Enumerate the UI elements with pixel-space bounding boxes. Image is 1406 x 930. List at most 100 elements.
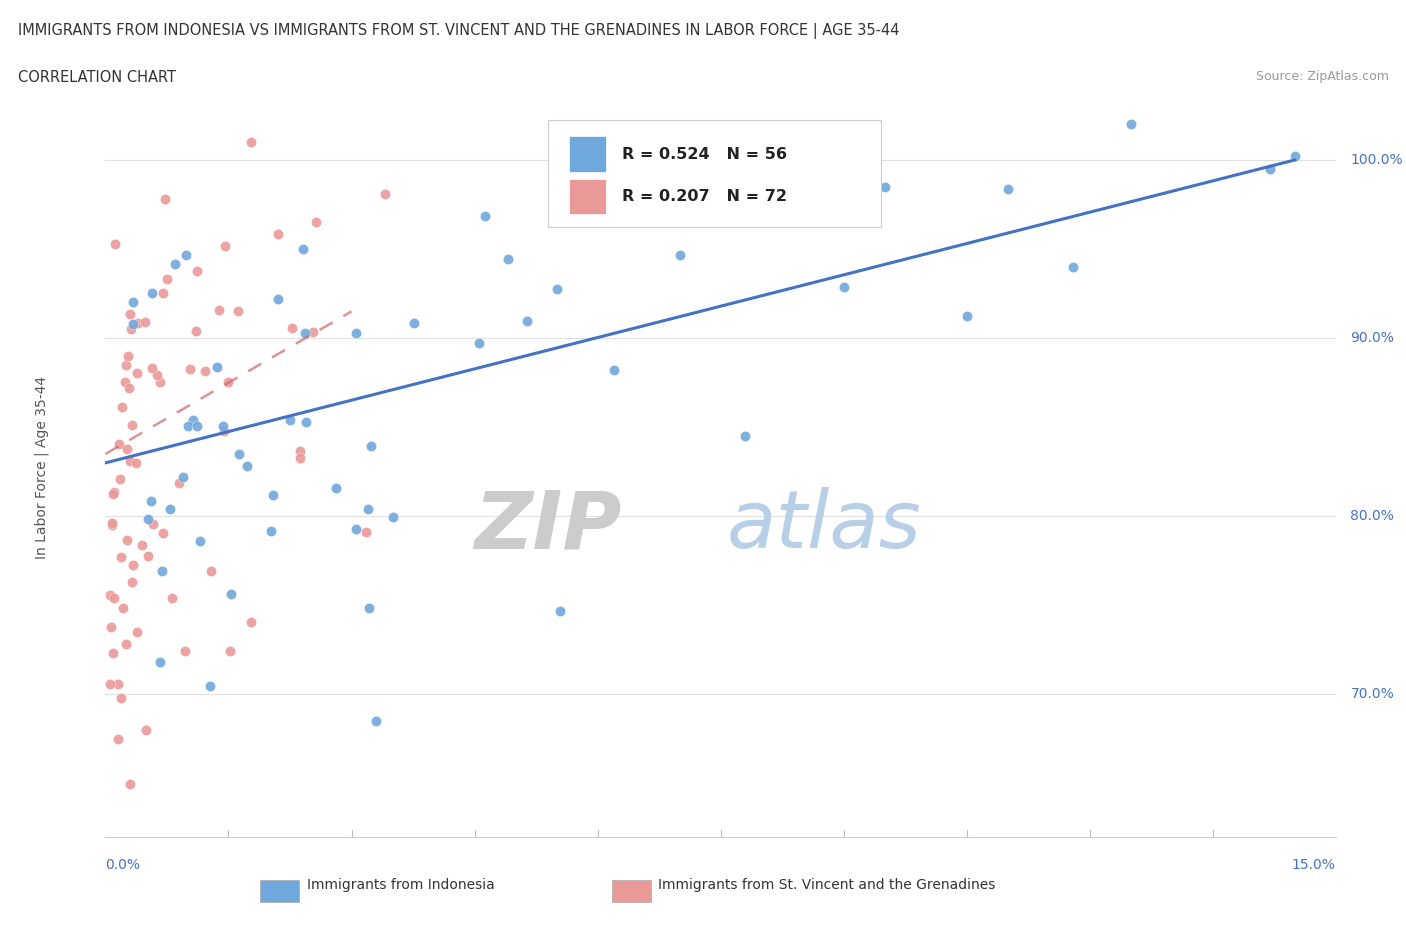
Point xyxy=(516,313,538,328)
Point xyxy=(194,364,217,379)
Point xyxy=(153,192,176,206)
Point xyxy=(305,214,328,229)
Point xyxy=(546,282,568,297)
Text: CORRELATION CHART: CORRELATION CHART xyxy=(18,70,176,85)
Point xyxy=(278,413,301,428)
Point xyxy=(198,678,221,693)
Point xyxy=(101,518,124,533)
Point xyxy=(402,315,425,330)
Point xyxy=(125,365,148,380)
Point xyxy=(121,417,143,432)
Text: 100.0%: 100.0% xyxy=(1350,153,1403,167)
Point xyxy=(374,186,396,201)
Point xyxy=(228,304,250,319)
Point xyxy=(219,644,242,658)
Point xyxy=(141,361,163,376)
Point xyxy=(122,295,145,310)
Point xyxy=(652,126,675,140)
Point xyxy=(997,181,1019,196)
Point xyxy=(131,538,153,552)
Point xyxy=(134,315,156,330)
Point xyxy=(146,368,169,383)
Point xyxy=(228,446,250,461)
Point xyxy=(149,655,172,670)
Point xyxy=(214,238,236,253)
Point xyxy=(120,453,142,468)
Point xyxy=(281,320,304,335)
Point xyxy=(294,326,316,340)
Text: 90.0%: 90.0% xyxy=(1350,331,1395,345)
Point xyxy=(125,625,148,640)
Point xyxy=(186,263,208,278)
Point xyxy=(288,450,311,465)
Point xyxy=(118,306,141,321)
Point xyxy=(110,691,132,706)
Point xyxy=(325,481,347,496)
Text: Immigrants from St. Vincent and the Grenadines: Immigrants from St. Vincent and the Gren… xyxy=(658,878,995,893)
Point xyxy=(121,575,143,590)
Point xyxy=(1284,149,1306,164)
Point xyxy=(302,325,325,339)
Point xyxy=(115,357,138,372)
Point xyxy=(360,438,382,453)
Text: R = 0.207   N = 72: R = 0.207 N = 72 xyxy=(621,189,787,205)
Point xyxy=(260,524,283,538)
Point xyxy=(184,324,207,339)
Point xyxy=(236,458,259,473)
Point xyxy=(101,645,124,660)
Point xyxy=(364,713,387,728)
Point xyxy=(212,418,235,433)
Point xyxy=(160,591,183,605)
Point xyxy=(956,309,979,324)
Point xyxy=(873,179,896,194)
Point xyxy=(176,418,198,433)
Point xyxy=(295,414,318,429)
Point xyxy=(496,251,519,266)
Point xyxy=(150,564,173,578)
Point xyxy=(267,227,290,242)
Point xyxy=(172,470,194,485)
Point xyxy=(117,349,139,364)
Text: 15.0%: 15.0% xyxy=(1292,858,1336,872)
Point xyxy=(792,138,814,153)
Point xyxy=(110,472,132,486)
Point xyxy=(152,526,174,541)
Point xyxy=(104,236,127,251)
Point xyxy=(548,604,571,618)
Point xyxy=(219,587,242,602)
Point xyxy=(108,437,131,452)
Point xyxy=(114,374,136,389)
Point xyxy=(115,442,138,457)
FancyBboxPatch shape xyxy=(548,120,880,227)
Point xyxy=(101,516,124,531)
Point xyxy=(125,455,148,470)
Point xyxy=(381,510,404,525)
Point xyxy=(107,732,129,747)
Point xyxy=(98,676,121,691)
Text: IMMIGRANTS FROM INDONESIA VS IMMIGRANTS FROM ST. VINCENT AND THE GRENADINES IN L: IMMIGRANTS FROM INDONESIA VS IMMIGRANTS … xyxy=(18,23,900,39)
Text: ZIP: ZIP xyxy=(475,487,621,565)
Point xyxy=(267,291,290,306)
Point xyxy=(668,247,690,262)
Point xyxy=(1119,117,1142,132)
Text: 0.0%: 0.0% xyxy=(105,858,141,872)
Point xyxy=(127,315,149,330)
Point xyxy=(1062,259,1084,274)
Point xyxy=(120,777,141,791)
Point xyxy=(114,636,136,651)
Point xyxy=(112,601,135,616)
Point xyxy=(357,502,380,517)
Point xyxy=(205,360,228,375)
Point xyxy=(344,521,367,536)
Point xyxy=(107,677,129,692)
Point xyxy=(208,303,231,318)
Point xyxy=(135,723,157,737)
Point xyxy=(474,209,496,224)
Point xyxy=(167,475,190,490)
Point xyxy=(111,400,134,415)
Point xyxy=(148,375,170,390)
Point xyxy=(354,525,377,539)
Text: 70.0%: 70.0% xyxy=(1350,687,1395,701)
Text: 80.0%: 80.0% xyxy=(1350,510,1395,524)
Point xyxy=(181,412,204,427)
